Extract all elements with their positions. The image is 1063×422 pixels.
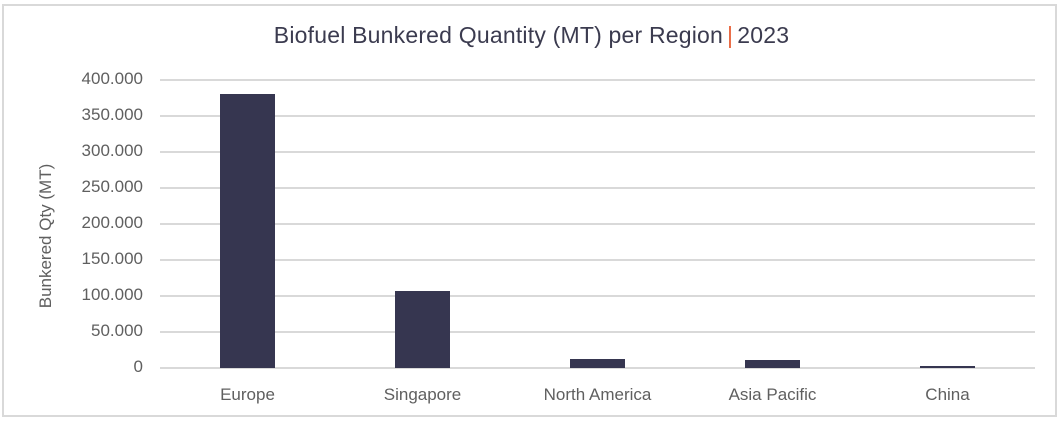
y-tick-label: 300.000 [81, 141, 143, 160]
gridline [160, 223, 1035, 225]
chart-frame [2, 4, 1057, 417]
y-axis-label: Bunkered Qty (MT) [36, 163, 55, 309]
gridline [160, 151, 1035, 153]
x-tick-label: Asia Pacific [728, 385, 817, 404]
gridline [160, 187, 1035, 189]
chart-title: Biofuel Bunkered Quantity (MT) per Regio… [0, 22, 1063, 49]
y-tick-label: 200.000 [81, 213, 143, 232]
gridline [160, 79, 1035, 81]
y-tick-label: 400.000 [81, 69, 143, 88]
x-tick-label: China [925, 385, 970, 404]
y-tick-label: 350.000 [81, 105, 143, 124]
gridline [160, 259, 1035, 261]
gridline [160, 295, 1035, 297]
bar-asia-pacific [745, 360, 800, 368]
gridline [160, 115, 1035, 117]
x-tick-label: Europe [220, 385, 275, 404]
x-tick-label: North America [543, 385, 652, 404]
chart-title-main: Biofuel Bunkered Quantity (MT) per Regio… [273, 22, 724, 48]
bar-europe [220, 94, 275, 368]
x-tick-label: Singapore [383, 385, 462, 404]
y-tick-label: 150.000 [81, 249, 143, 268]
gridline [160, 331, 1035, 333]
title-separator: | [727, 22, 734, 48]
gridline [160, 367, 1035, 369]
y-tick-label: 100.000 [81, 285, 143, 304]
y-tick-label: 50.000 [91, 321, 143, 340]
bar-singapore [395, 290, 450, 368]
y-tick-label: 250.000 [81, 177, 143, 196]
y-tick-label: 0 [133, 357, 143, 376]
chart-title-year: 2023 [737, 22, 790, 48]
bar-china [920, 365, 975, 368]
bar-north-america [570, 359, 625, 368]
